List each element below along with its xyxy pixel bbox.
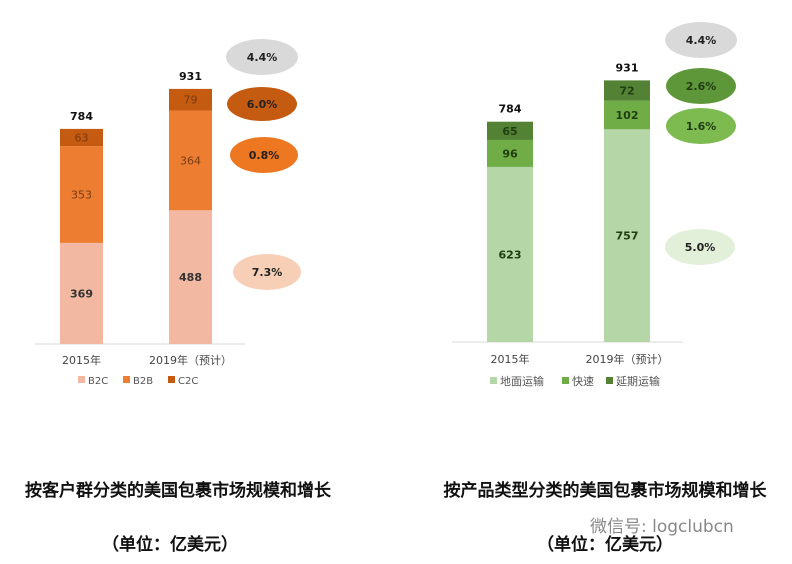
- right-data-label: 102: [616, 109, 639, 122]
- left-growth-bubble: [230, 137, 298, 173]
- left-total-label: 931: [179, 70, 202, 83]
- right-category-label: 2015年: [491, 352, 530, 366]
- right-data-label: 96: [502, 147, 518, 160]
- left-chart-title: 按客户群分类的美国包裹市场规模和增长: [25, 481, 331, 501]
- right-chart-title: 按产品类型分类的美国包裹市场规模和增长: [443, 481, 767, 501]
- left-legend-swatch: [123, 376, 130, 383]
- right-data-label: 623: [499, 248, 522, 261]
- left-legend-swatch: [78, 376, 85, 383]
- left-data-label: 63: [75, 132, 89, 145]
- right-legend-swatch: [562, 377, 569, 384]
- left-growth-label: 4.4%: [247, 51, 278, 64]
- right-total-label: 931: [616, 61, 639, 74]
- left-growth-label: 0.8%: [249, 149, 280, 162]
- left-growth-bubble: [233, 254, 301, 290]
- left-chart-unit: （单位：亿美元）: [102, 535, 238, 555]
- right-total-label: 784: [499, 103, 522, 116]
- right-bar-地面运输-1: [604, 129, 650, 342]
- right-bar-快速-0: [487, 139, 533, 167]
- right-bar-延期运输-0: [487, 121, 533, 140]
- right-legend-label: 快速: [572, 375, 594, 388]
- left-bar-C2C-0: [60, 128, 103, 147]
- right-data-label: 757: [616, 230, 639, 243]
- right-growth-bubble: [666, 108, 736, 144]
- left-bar-B2B-0: [60, 146, 103, 243]
- left-data-label: 369: [70, 287, 93, 300]
- right-data-label: 65: [502, 125, 517, 138]
- right-legend-swatch: [606, 377, 613, 384]
- left-bar-C2C-1: [169, 88, 212, 111]
- right-category-label: 2019年（预计）: [586, 352, 669, 366]
- left-legend-swatch: [168, 376, 175, 383]
- left-data-label: 79: [184, 94, 198, 107]
- left-data-label: 488: [179, 271, 202, 284]
- left-legend-label: B2C: [88, 376, 108, 387]
- right-growth-label: 4.4%: [686, 34, 717, 47]
- left-legend-label: B2B: [133, 376, 153, 387]
- left-growth-label: 6.0%: [247, 98, 278, 111]
- right-growth-label: 5.0%: [685, 241, 716, 254]
- right-legend-label: 地面运输: [500, 374, 544, 388]
- right-bar-地面运输-0: [487, 166, 533, 342]
- watermark: 微信号: logclubcn: [590, 517, 734, 537]
- right-bar-快速-1: [604, 100, 650, 130]
- right-chart-unit: （单位：亿美元）: [537, 535, 673, 555]
- right-data-label: 72: [619, 85, 634, 98]
- left-total-label: 784: [70, 110, 93, 123]
- left-legend-label: C2C: [178, 376, 198, 387]
- left-category-label: 2019年（预计）: [149, 353, 232, 367]
- right-growth-bubble: [665, 229, 735, 265]
- right-bar-延期运输-1: [604, 80, 650, 101]
- left-bar-B2C-0: [60, 242, 103, 344]
- left-growth-label: 7.3%: [252, 266, 283, 279]
- right-legend-label: 延期运输: [616, 374, 660, 388]
- left-bar-B2C-1: [169, 210, 212, 344]
- right-legend-swatch: [490, 377, 497, 384]
- left-data-label: 364: [180, 154, 201, 167]
- left-category-label: 2015年: [62, 353, 101, 367]
- right-growth-label: 1.6%: [686, 120, 717, 133]
- left-growth-bubble: [226, 39, 298, 75]
- left-bar-B2B-1: [169, 110, 212, 211]
- right-growth-bubble: [666, 68, 736, 104]
- right-growth-label: 2.6%: [686, 80, 717, 93]
- right-growth-bubble: [665, 22, 737, 58]
- left-growth-bubble: [227, 87, 297, 121]
- left-data-label: 353: [71, 189, 92, 202]
